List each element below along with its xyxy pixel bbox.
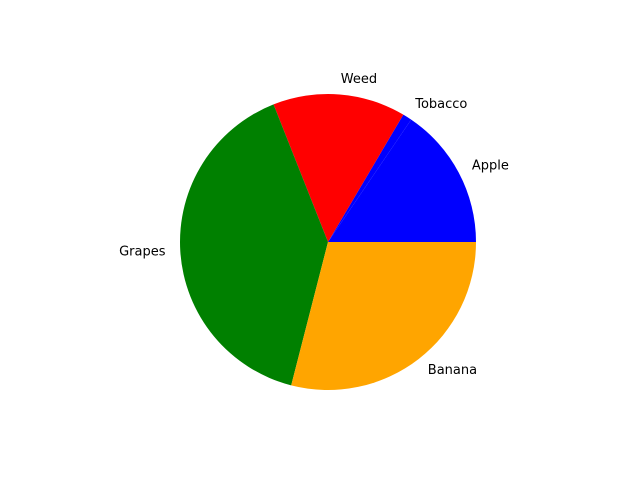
pie-slice-grapes	[180, 104, 328, 386]
pie-label-grapes: Grapes	[119, 245, 166, 260]
pie-slice-banana	[291, 242, 476, 390]
pie-label-tobacco: Tobacco	[414, 97, 467, 112]
pie-label-weed: Weed	[341, 72, 377, 87]
pie-slices	[180, 94, 476, 390]
pie-label-apple: Apple	[472, 158, 509, 173]
pie-slice-tobacco	[328, 114, 412, 242]
pie-slice-apple	[328, 119, 476, 242]
pie-labels: Apple Tobacco Weed Grapes Banana	[119, 72, 509, 378]
pie-slice-weed	[273, 94, 404, 243]
pie-label-banana: Banana	[428, 363, 477, 378]
